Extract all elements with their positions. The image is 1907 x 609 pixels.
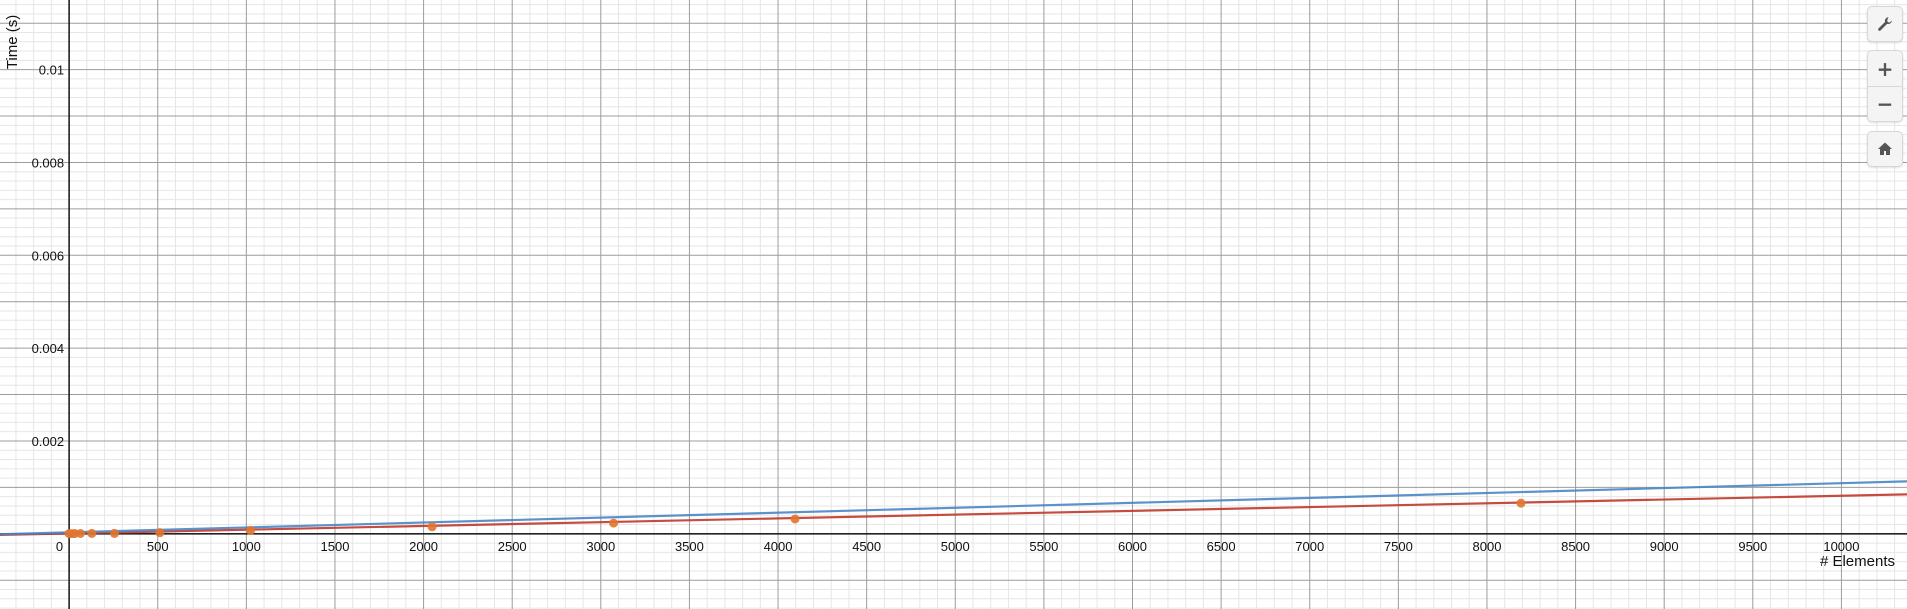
y-axis-title: Time (s)	[4, 15, 21, 69]
data-point	[246, 526, 256, 536]
series-layer	[0, 480, 1907, 537]
y-tick-label: 0.01	[39, 63, 64, 78]
x-tick-label: 6000	[1118, 539, 1147, 554]
home-button[interactable]	[1867, 131, 1903, 167]
x-tick-label: 4500	[852, 539, 881, 554]
wrench-icon	[1878, 17, 1892, 31]
x-axis-title: # Elements	[1820, 553, 1895, 570]
x-tick-label: 1500	[321, 539, 350, 554]
x-tick-label: 8000	[1473, 539, 1502, 554]
x-tick-label: 9500	[1738, 539, 1767, 554]
x-tick-label: 1000	[232, 539, 261, 554]
x-tick-label: 2500	[498, 539, 527, 554]
data-point	[1516, 498, 1526, 508]
data-point	[155, 528, 165, 538]
x-tick-label: 500	[147, 539, 169, 554]
x-tick-label: 2000	[409, 539, 438, 554]
zoom-in-label: +	[1876, 56, 1894, 81]
data-point	[609, 518, 619, 528]
data-points	[64, 498, 1526, 539]
x-tick-label: 3000	[586, 539, 615, 554]
zoom-out-button[interactable]: −	[1867, 86, 1903, 122]
y-tick-label: 0.008	[32, 155, 65, 170]
zoom-controls: + −	[1867, 50, 1903, 122]
y-tick-label: 0.002	[32, 434, 65, 449]
data-point	[87, 528, 97, 538]
x-tick-label: 5500	[1029, 539, 1058, 554]
series-line	[0, 493, 1907, 537]
data-point	[790, 514, 800, 524]
x-tick-label: 7500	[1384, 539, 1413, 554]
series-line	[0, 480, 1907, 536]
x-tick-label: 4000	[764, 539, 793, 554]
zoom-in-button[interactable]: +	[1867, 50, 1903, 86]
x-tick-label: 0	[56, 539, 63, 554]
tick-labels: 0 500 1000 1500 2000 2500 3000 3500 4000 4500 5000…	[32, 63, 1860, 554]
data-point	[427, 522, 437, 532]
data-point	[75, 528, 85, 538]
x-tick-label: 5000	[941, 539, 970, 554]
data-point	[109, 528, 119, 538]
y-tick-label: 0.004	[32, 341, 65, 356]
zoom-out-label: −	[1876, 92, 1894, 116]
x-tick-label: 9000	[1650, 539, 1679, 554]
x-tick-label: 3500	[675, 539, 704, 554]
y-tick-label: 0.006	[32, 248, 65, 263]
home-icon	[1878, 142, 1892, 155]
x-tick-label: 7000	[1295, 539, 1324, 554]
x-tick-label: 6500	[1207, 539, 1236, 554]
settings-button[interactable]	[1867, 6, 1903, 42]
x-tick-label: 8500	[1561, 539, 1590, 554]
x-tick-label: 10000	[1823, 539, 1859, 554]
